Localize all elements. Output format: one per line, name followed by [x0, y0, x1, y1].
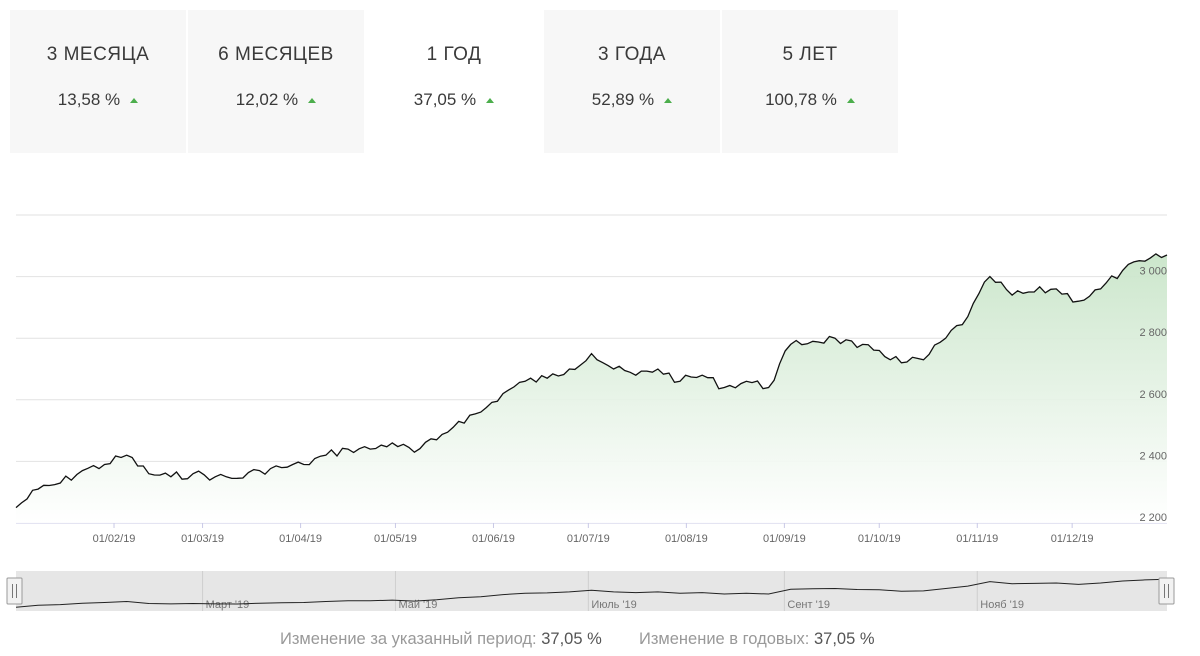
arrow-up-icon: [308, 97, 317, 103]
navigator-left-handle[interactable]: [6, 577, 23, 605]
annual-change-label: Изменение в годовых:: [638, 630, 810, 648]
navigator-background: [16, 571, 1167, 611]
y-tick-label: 3 000: [1139, 266, 1167, 278]
tab-value-text: 100,78 %: [765, 90, 837, 109]
tab-label: 6 МЕСЯЦЕВ: [218, 44, 334, 65]
period-change-label: Изменение за указанный период:: [280, 630, 537, 648]
x-tick-label: 01/03/19: [181, 533, 224, 545]
navigator-tick-label: Июль '19: [591, 599, 636, 611]
tab-value-text: 13,58 %: [57, 90, 121, 109]
tab-1-year[interactable]: 1 ГОД 37,05 %: [366, 10, 542, 153]
x-tick-label: 01/12/19: [1051, 533, 1094, 545]
navigator-right-handle[interactable]: [1158, 577, 1175, 605]
navigator-ticks: Март '19 Май '19 Июль '19 Сент '19 Нояб '19: [202, 571, 1024, 611]
x-tick-label: 01/06/19: [472, 533, 515, 545]
navigator-series-line: [15, 578, 1168, 608]
y-tick-label: 2 400: [1139, 450, 1167, 462]
x-tick-label: 01/04/19: [279, 533, 322, 545]
navigator[interactable]: Март '19 Май '19 Июль '19 Сент '19 Нояб '19: [6, 571, 1175, 611]
arrow-up-icon: [846, 97, 855, 103]
series-line: [15, 253, 1168, 509]
navigator-tick-label: Март '19: [206, 599, 250, 611]
y-tick-label: 2 800: [1139, 327, 1167, 339]
tab-3-years[interactable]: 3 ГОДА 52,89 %: [544, 10, 720, 153]
y-axis: 2 200 2 400 2 600 2 800 3 000: [1139, 266, 1167, 524]
navigator-tick-label: Май '19: [398, 599, 437, 611]
tab-6-months[interactable]: 6 МЕСЯЦЕВ 12,02 %: [188, 10, 364, 153]
annual-change-value: 37,05 %: [813, 630, 875, 648]
tab-label: 3 ГОДА: [598, 44, 666, 65]
x-tick-label: 01/08/19: [665, 533, 708, 545]
period-change-value: 37,05 %: [541, 630, 602, 648]
x-tick-label: 01/05/19: [374, 533, 417, 545]
series-area: [16, 253, 1167, 523]
tab-5-years[interactable]: 5 ЛЕТ 100,78 %: [722, 10, 898, 153]
x-tick-label: 01/10/19: [858, 533, 901, 545]
tab-label: 5 ЛЕТ: [782, 44, 838, 65]
arrow-up-icon: [664, 97, 673, 103]
arrow-up-icon: [130, 97, 139, 103]
y-tick-label: 2 200: [1139, 512, 1167, 524]
navigator-tick-label: Сент '19: [787, 599, 830, 611]
tab-value-text: 52,89 %: [591, 90, 655, 109]
tab-value-text: 12,02 %: [235, 90, 299, 109]
price-chart[interactable]: 2 200 2 400 2 600 2 800 3 000 01/02/19 01/03/…: [0, 0, 1200, 630]
y-tick-label: 2 600: [1139, 389, 1167, 401]
navigator-tick-label: Нояб '19: [980, 599, 1024, 611]
tab-value: 13,58 %: [57, 90, 139, 110]
tab-label: 3 МЕСЯЦА: [46, 44, 150, 65]
tab-value: 100,78 %: [765, 90, 855, 110]
x-tick-label: 01/02/19: [93, 533, 136, 545]
arrow-up-icon: [486, 97, 495, 103]
tab-value: 37,05 %: [413, 90, 495, 110]
tab-value: 12,02 %: [235, 90, 317, 110]
x-tick-label: 01/07/19: [567, 533, 610, 545]
period-tabs: 3 МЕСЯЦА 13,58 % 6 МЕСЯЦЕВ 12,02 % 1 ГОД…: [10, 10, 898, 153]
change-summary: Изменение за указанный период: 37,05 % И…: [280, 630, 875, 649]
x-tick-label: 01/11/19: [956, 533, 998, 545]
tab-label: 1 ГОД: [426, 44, 482, 65]
x-tick-label: 01/09/19: [763, 533, 806, 545]
tab-value-text: 37,05 %: [413, 90, 477, 109]
tab-3-months[interactable]: 3 МЕСЯЦА 13,58 %: [10, 10, 186, 153]
x-axis: 01/02/19 01/03/19 01/04/19 01/05/19 01/06/19…: [93, 523, 1094, 545]
tab-value: 52,89 %: [591, 90, 673, 110]
